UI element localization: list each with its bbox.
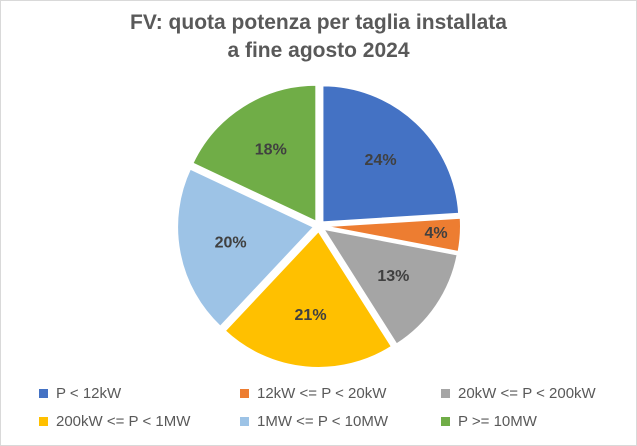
data-label-1mw-10mw: 20% [215,234,247,251]
legend-item-p-lt-12kw: P < 12kW [39,385,121,402]
legend-item-200kw-1mw: 200kW <= P < 1MW [39,413,190,430]
legend-label-200kw-1mw: 200kW <= P < 1MW [56,413,191,430]
legend-label-1mw-10mw: 1MW <= P < 10MW [257,413,389,430]
legend-swatch-12kw-20kw [240,389,249,398]
data-label-200kw-1mw: 21% [295,307,327,324]
legend-label-p-ge-10mw: P >= 10MW [458,413,537,430]
legend-label-12kw-20kw: 12kW <= P < 20kW [257,385,387,402]
data-label-p-lt-12kw: 24% [365,152,397,169]
data-label-20kw-200kw: 13% [377,268,409,285]
pie-slice-200kw-1mw [223,229,394,369]
pie-slice-1mw-10mw [176,167,316,329]
chart-title-line-1: FV: quota potenza per taglia installata [130,11,507,34]
legend-swatch-200kw-1mw [39,417,48,426]
chart-title: FV: quota potenza per taglia installata … [1,9,636,65]
pie-slice-p-ge-10mw [191,83,318,224]
legend-item-p-ge-10mw: P >= 10MW [441,413,537,430]
legend-item-1mw-10mw: 1MW <= P < 10MW [240,413,388,430]
data-label-12kw-20kw: 4% [425,225,448,242]
pie-slice-20kw-200kw [321,227,459,346]
legend-swatch-20kw-200kw [441,389,450,398]
legend-swatch-1mw-10mw [240,417,249,426]
legend-label-p-lt-12kw: P < 12kW [56,385,122,402]
pie-slice-12kw-20kw [323,216,462,254]
pie-slice-p-lt-12kw [321,84,461,224]
legend-item-20kw-200kw: 20kW <= P < 200kW [441,385,596,402]
legend-item-12kw-20kw: 12kW <= P < 20kW [240,385,386,402]
data-label-p-ge-10mw: 18% [255,142,287,159]
chart-title-line-2: a fine agosto 2024 [227,39,410,62]
legend-swatch-p-lt-12kw [39,389,48,398]
pie-chart: 24% 4% 13% 21% 20% 18% [176,83,462,369]
legend-swatch-p-ge-10mw [441,417,450,426]
chart-legend: P < 12kW 12kW <= P < 20kW 20kW <= P < 200k… [1,381,636,441]
legend-label-20kw-200kw: 20kW <= P < 200kW [458,385,596,402]
